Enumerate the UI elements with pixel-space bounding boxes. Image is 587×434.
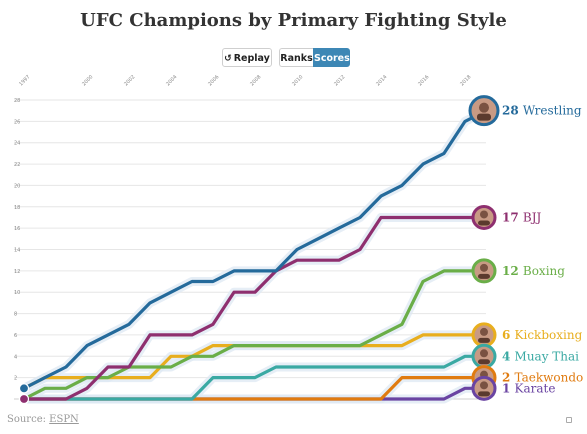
series-line [22, 269, 488, 401]
x-tick-label: 2008 [249, 74, 262, 87]
y-tick-label: 26 [14, 119, 20, 125]
replay-label: Replay [233, 53, 270, 64]
ranks-toggle-button[interactable]: Ranks [279, 48, 313, 67]
scores-toggle-button[interactable]: Scores [313, 48, 350, 67]
y-tick-label: 8 [14, 312, 17, 318]
fighter-avatar-body [478, 391, 490, 397]
series-name: Taekwondo [515, 371, 584, 385]
replay-icon: ↺ [224, 54, 232, 64]
series-end-marker [471, 258, 497, 284]
y-tick-label: 14 [14, 248, 20, 254]
y-tick-label: 4 [14, 354, 17, 360]
series-label: 17 BJJ [502, 210, 542, 224]
fighter-avatar-head [480, 349, 488, 358]
series-label: 4 Muay Thai [502, 349, 579, 363]
chart-title: UFC Champions by Primary Fighting Style [80, 10, 507, 31]
y-tick-label: 20 [14, 183, 20, 189]
fighter-avatar-head [480, 327, 488, 336]
fighter-avatar-body [478, 337, 490, 343]
source-prefix: Source: [7, 414, 50, 425]
series-halo [19, 213, 491, 404]
y-tick-label: 2 [14, 376, 17, 382]
series-final-value: 1 [502, 381, 515, 395]
x-tick-label: 2016 [417, 74, 430, 87]
y-tick-label: 28 [14, 98, 20, 104]
fighter-avatar-head [480, 210, 488, 219]
series-end-marker [471, 204, 497, 230]
x-tick-label: 2004 [165, 74, 178, 87]
y-tick-label: 16 [14, 226, 20, 232]
series-line [22, 215, 488, 401]
series-label: 6 Kickboxing [502, 328, 583, 342]
series-start-dot [18, 393, 30, 405]
series-final-value: 17 [502, 210, 523, 224]
fighter-avatar-head [480, 381, 488, 390]
series-label: 28 Wrestling [502, 104, 582, 118]
fighter-avatar-head [480, 263, 488, 272]
chart-controls: ↺ Replay Ranks Scores [0, 48, 587, 68]
series-final-value: 2 [502, 371, 515, 385]
fighter-avatar-head [479, 102, 489, 113]
series-end-marker [468, 95, 500, 127]
series-end-marker [471, 343, 497, 369]
series-name: BJJ [523, 210, 542, 224]
series-name: Karate [515, 381, 556, 395]
series-label: 12 Boxing [502, 264, 565, 278]
replay-button[interactable]: ↺ Replay [222, 48, 272, 67]
x-tick-label: 2014 [375, 74, 388, 87]
series-name: Boxing [523, 264, 565, 278]
series-label: 2 Taekwondo [502, 371, 583, 385]
y-tick-label: 18 [14, 205, 20, 211]
series-name: Wrestling [523, 104, 582, 118]
corner-mark-icon [566, 417, 572, 423]
fighter-avatar-body [477, 113, 491, 121]
series-final-value: 28 [502, 104, 523, 118]
y-tick-label: 24 [14, 141, 20, 147]
fighter-avatar-body [478, 220, 490, 226]
x-tick-label: 2000 [81, 74, 94, 87]
x-tick-label: 2002 [123, 74, 136, 87]
x-tick-label: 2012 [333, 74, 346, 87]
series-final-value: 12 [502, 264, 523, 278]
series-name: Muay Thai [515, 349, 580, 363]
x-tick-label: 2018 [459, 74, 472, 87]
y-tick-label: 10 [14, 290, 20, 296]
series-start-dot [18, 383, 30, 394]
fighter-avatar-body [478, 359, 490, 365]
y-tick-label: 22 [14, 162, 20, 168]
x-tick-label: 2010 [291, 74, 304, 87]
y-tick-label: 12 [14, 269, 20, 275]
series-final-value: 6 [502, 328, 515, 342]
fighter-avatar-body [478, 273, 490, 279]
series-line [22, 354, 488, 401]
series-line [22, 109, 488, 390]
source-link[interactable]: ESPN [49, 414, 79, 425]
series-name: Kickboxing [515, 328, 583, 342]
source-note: Source: ESPN [7, 414, 79, 425]
series-final-value: 4 [502, 349, 515, 363]
y-tick-label: 6 [14, 333, 17, 339]
series-end-marker [471, 375, 497, 401]
series-end-marker [471, 322, 497, 348]
x-tick-label: 2006 [207, 74, 220, 87]
series-label: 1 Karate [502, 381, 555, 395]
x-tick-label: 1997 [18, 74, 31, 87]
